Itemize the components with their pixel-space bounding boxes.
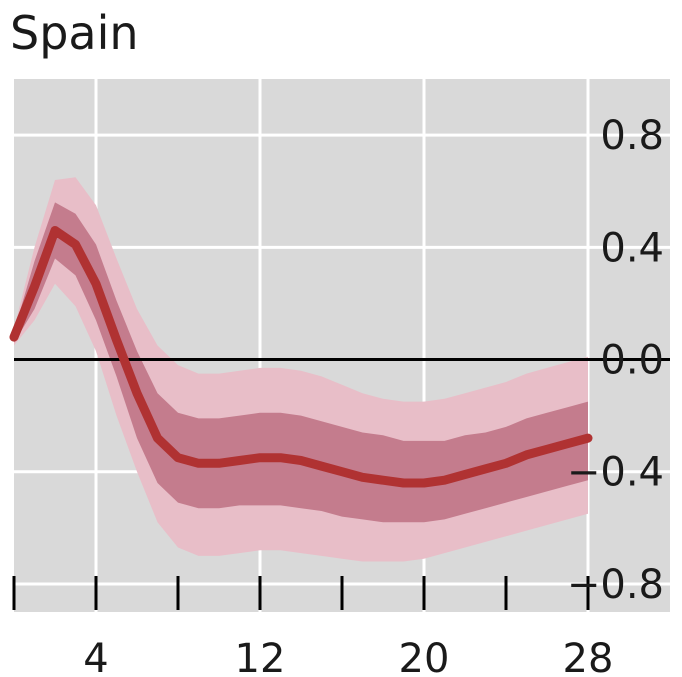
x-tick-label: 4 bbox=[83, 636, 108, 677]
y-tick-label: 0.0 bbox=[600, 338, 664, 384]
y-tick-label: −0.4 bbox=[567, 450, 664, 496]
x-tick-label: 28 bbox=[563, 636, 614, 677]
series-lines bbox=[9, 226, 593, 488]
series-line bbox=[9, 226, 593, 488]
chart-title: Spain bbox=[10, 6, 139, 60]
y-tick-label: −0.8 bbox=[567, 562, 664, 608]
x-tick-label: 12 bbox=[235, 636, 286, 677]
y-tick-label: 0.8 bbox=[600, 113, 664, 159]
y-tick-label: 0.4 bbox=[600, 225, 664, 271]
x-ticks bbox=[12, 576, 590, 610]
tick-labels: 4 12 20 28 0.8 0.4 0.0 −0.4 −0.8 bbox=[83, 113, 664, 677]
x-tick-label: 20 bbox=[399, 636, 450, 677]
